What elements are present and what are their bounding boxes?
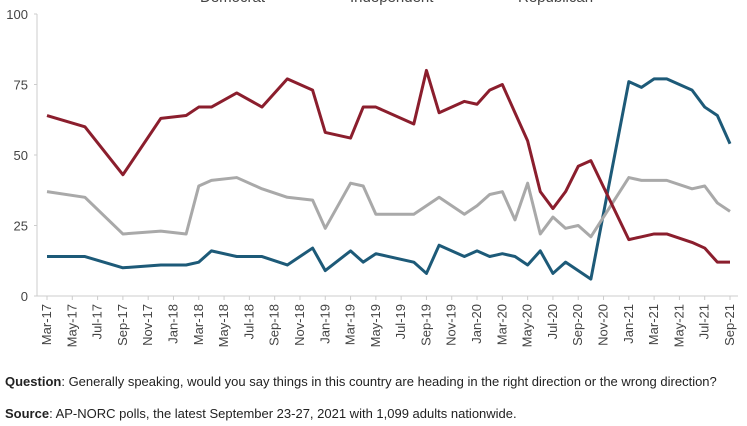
x-tick-label: Sep-18: [267, 304, 282, 346]
legend-label: Independent: [350, 0, 434, 6]
series-line: [47, 77, 732, 281]
x-tick-label: Jul-20: [545, 304, 560, 339]
series-line: [46, 176, 731, 239]
y-tick-label: 75: [14, 78, 28, 93]
x-tick-label: Mar-17: [39, 304, 54, 345]
x-tick-label: May-21: [671, 304, 686, 347]
source-label: Source: [5, 406, 50, 421]
chart: 0 25 50 75 100 Mar-17 May-17 Jul-17 Sep-17 Nov-17…: [6, 0, 738, 347]
x-tick-label: Mar-19: [343, 304, 358, 345]
x-tick-label: Jul-17: [90, 304, 105, 339]
x-tick-label: May-19: [368, 304, 383, 347]
y-tick-label: 0: [21, 289, 28, 304]
source-text: : AP-NORC polls, the latest September 23…: [49, 406, 517, 421]
x-tick-label: Mar-20: [494, 304, 509, 345]
x-tick-label: Mar-21: [646, 304, 661, 345]
x-tick-label: Jan-19: [317, 304, 332, 344]
legend-label: Republican: [518, 0, 593, 6]
x-tick-label: Nov-17: [140, 304, 155, 346]
question-text: : Generally speaking, would you say thin…: [61, 374, 717, 389]
x-tick-label: Sep-21: [722, 304, 737, 346]
y-tick-label: 50: [14, 148, 28, 163]
y-tick-label: 25: [14, 219, 28, 234]
x-tick-label: May-18: [216, 304, 231, 347]
source-note: Source: AP-NORC polls, the latest Septem…: [5, 406, 743, 422]
question-label: Question: [5, 374, 62, 389]
x-tick-label: Jul-19: [393, 304, 408, 339]
x-tick-label: Jul-18: [241, 304, 256, 339]
question-note: Question: Generally speaking, would you …: [5, 374, 743, 390]
x-tick-label: May-17: [64, 304, 79, 347]
x-tick-label: Mar-18: [191, 304, 206, 345]
x-tick-label: Nov-19: [444, 304, 459, 346]
x-tick-label: Jan-21: [621, 304, 636, 344]
x-tick-label: Nov-18: [292, 304, 307, 346]
x-tick-label: Sep-17: [115, 304, 130, 346]
series-line: [46, 68, 730, 264]
x-tick-label: Jan-20: [469, 304, 484, 344]
x-tick-label: Jan-18: [165, 304, 180, 344]
x-tick-label: Nov-20: [596, 304, 611, 346]
legend-label: Democrat: [200, 0, 266, 6]
x-tick-label: Sep-20: [570, 304, 585, 346]
y-tick-label: 100: [6, 7, 28, 22]
x-tick-label: May-20: [520, 304, 535, 347]
x-tick-label: Sep-19: [418, 304, 433, 346]
x-tick-label: Jul-21: [697, 304, 712, 339]
